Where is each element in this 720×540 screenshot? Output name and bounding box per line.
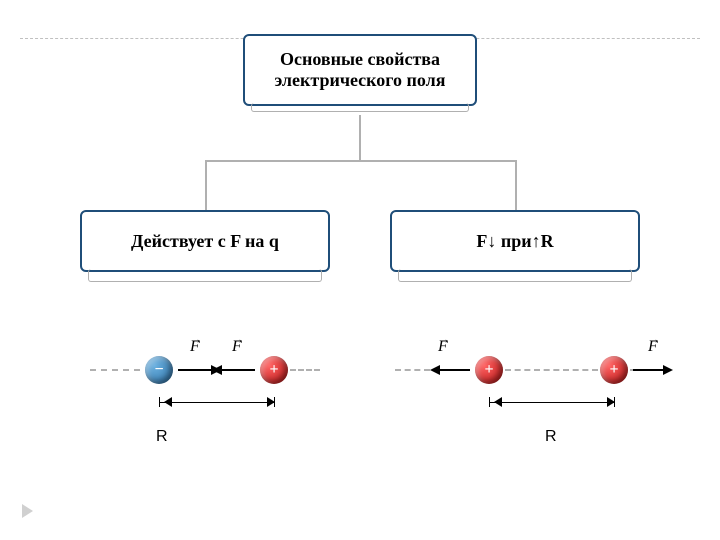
- right-r-label: R: [545, 428, 557, 446]
- left-r-label: R: [156, 428, 168, 446]
- left-box-text: Действует с F на q: [131, 231, 279, 252]
- left-dim-line: [159, 402, 274, 403]
- left-underline: [88, 269, 322, 282]
- connector-span: [205, 160, 515, 162]
- connector-right-drop: [515, 160, 517, 210]
- positive-charge-right-1: +: [475, 356, 503, 384]
- left-dim-arrow-r: [267, 397, 280, 407]
- title-text: Основные свойства электрического поля: [257, 49, 463, 91]
- right-force-arrow-right: [628, 360, 675, 380]
- right-dim-line: [489, 402, 614, 403]
- f-label-left-2: →F: [232, 338, 242, 356]
- right-dash-2: [505, 369, 598, 371]
- right-box-text: F↓ при↑R: [476, 231, 553, 252]
- right-dim-arrow-l: [489, 397, 502, 407]
- negative-charge: −: [145, 356, 173, 384]
- right-force-arrow-left: [428, 360, 475, 380]
- title-box: Основные свойства электрического поля: [243, 34, 477, 106]
- left-dim-arrow-l: [159, 397, 172, 407]
- right-box: F↓ при↑R: [390, 210, 640, 272]
- right-dim-arrow-r: [607, 397, 620, 407]
- connector-left-drop: [205, 160, 207, 210]
- right-underline: [398, 269, 632, 282]
- positive-charge-right-2: +: [600, 356, 628, 384]
- positive-charge-left: +: [260, 356, 288, 384]
- left-force-arrows: [173, 360, 260, 380]
- left-dash-2: [290, 369, 320, 371]
- connector-main-drop: [359, 115, 361, 160]
- left-box: Действует с F на q: [80, 210, 330, 272]
- f-label-left-1: →F: [190, 338, 200, 356]
- title-underline: [251, 103, 469, 112]
- right-dash-1: [395, 369, 430, 371]
- f-label-right-2: →F: [648, 338, 658, 356]
- left-dash-1: [90, 369, 140, 371]
- page-marker-icon: [22, 504, 33, 518]
- f-label-right-1: →F: [438, 338, 448, 356]
